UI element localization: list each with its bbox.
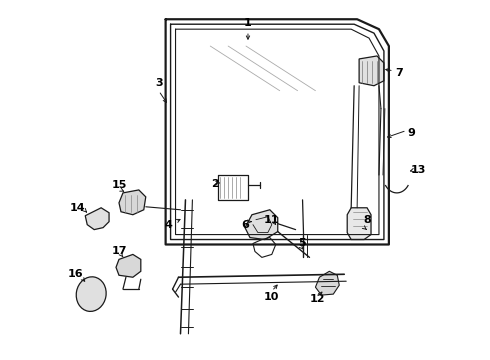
Text: 2: 2	[211, 179, 219, 189]
Polygon shape	[245, 210, 278, 239]
Text: 11: 11	[264, 215, 279, 225]
Text: 4: 4	[165, 220, 172, 230]
Text: 10: 10	[264, 292, 279, 302]
Polygon shape	[347, 208, 371, 239]
Text: 3: 3	[155, 78, 163, 88]
Polygon shape	[116, 255, 141, 277]
Text: 9: 9	[408, 129, 416, 138]
Polygon shape	[316, 271, 339, 295]
Text: 7: 7	[395, 68, 403, 78]
Polygon shape	[359, 56, 384, 86]
Text: 5: 5	[298, 238, 305, 248]
Ellipse shape	[76, 277, 106, 311]
Text: 14: 14	[70, 203, 85, 213]
Text: 16: 16	[68, 269, 83, 279]
Text: 15: 15	[111, 180, 127, 190]
Text: 13: 13	[411, 165, 426, 175]
Polygon shape	[119, 190, 146, 215]
Polygon shape	[85, 208, 109, 230]
Text: 12: 12	[310, 294, 325, 304]
Text: 1: 1	[244, 18, 252, 28]
Text: 6: 6	[241, 220, 249, 230]
Text: 17: 17	[111, 247, 127, 256]
Text: 8: 8	[363, 215, 371, 225]
